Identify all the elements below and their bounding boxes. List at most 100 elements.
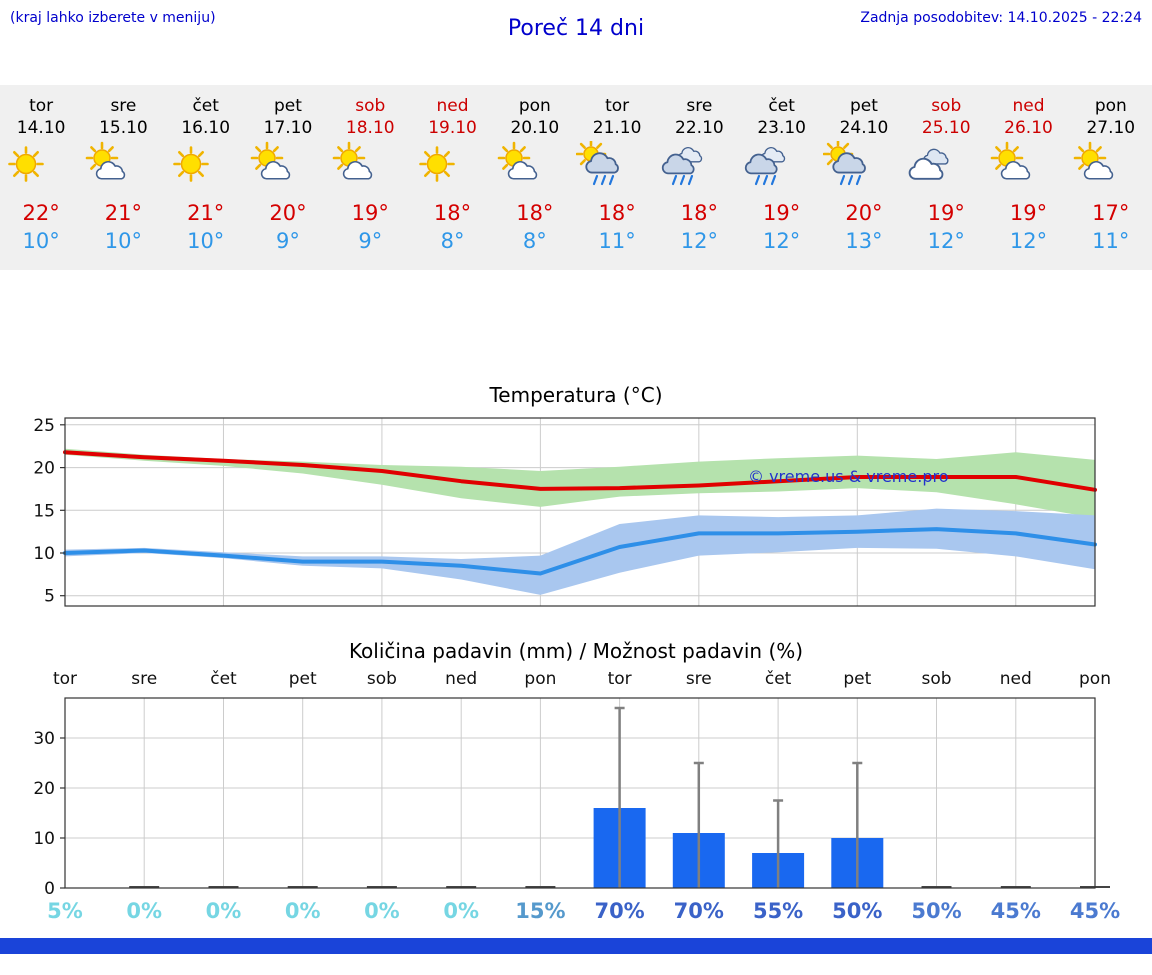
svg-text:0%: 0% (364, 899, 400, 923)
svg-text:5%: 5% (47, 899, 83, 923)
svg-text:sre: sre (131, 669, 157, 689)
y-axis-labels: 0 10 20 30 (33, 729, 65, 899)
last-updated: Zadnja posodobitev: 14.10.2025 - 22:24 (860, 10, 1142, 26)
day-name: ned (436, 96, 469, 116)
day-date: 26.10 (1004, 118, 1053, 138)
precip-bar-trace (208, 886, 239, 888)
low-temp: 8° (440, 229, 465, 253)
precip-bar-trace (921, 886, 952, 888)
day-name: sob (931, 96, 962, 116)
day-date: 15.10 (99, 118, 148, 138)
day-column[interactable]: sob 18.10 19° 9° (329, 95, 411, 270)
day-name: sob (355, 96, 386, 116)
svg-text:0%: 0% (443, 899, 479, 923)
y-axis-labels: 5 10 15 20 25 (33, 416, 65, 607)
svg-text:45%: 45% (991, 899, 1041, 923)
weather-icon (411, 141, 493, 195)
weather-page: (kraj lahko izberete v meniju) Poreč 14 … (0, 10, 1152, 954)
day-date: 16.10 (181, 118, 231, 138)
low-temp: 12° (680, 229, 718, 253)
day-column[interactable]: čet 16.10 21° 10° (165, 95, 247, 270)
low-temp: 13° (845, 229, 883, 253)
plot-background (65, 698, 1095, 888)
day-date: 21.10 (592, 118, 642, 138)
svg-text:70%: 70% (594, 899, 644, 923)
svg-text:sob: sob (367, 669, 397, 689)
svg-text:10: 10 (33, 829, 55, 849)
rain-icon (744, 147, 785, 186)
svg-text:pon: pon (1079, 669, 1111, 689)
plot-border (64, 417, 1096, 607)
weather-icon (822, 141, 905, 195)
high-temp: 19° (927, 201, 965, 225)
day-column[interactable]: sob 25.10 19° 12° (905, 95, 987, 270)
high-temp: 18° (516, 201, 554, 225)
low-temp: 12° (927, 229, 965, 253)
day-date: 27.10 (1086, 118, 1136, 138)
day-column[interactable]: pon 20.10 18° 8° (494, 95, 576, 270)
footer-bar (0, 938, 1152, 954)
precipitation-chart-svg: tor sre čet pet sob ned pon tor sre čet pet sob ned p… (33, 669, 1120, 923)
partly-icon (991, 141, 1031, 180)
day-date: 25.10 (921, 118, 971, 138)
day-column[interactable]: čet 23.10 19° 12° (741, 95, 823, 270)
day-column[interactable]: ned 26.10 19° 12° (987, 95, 1069, 270)
menu-note[interactable]: (kraj lahko izberete v meniju) (10, 10, 216, 26)
plot-border (64, 697, 1096, 889)
low-temp: 10° (104, 229, 143, 253)
svg-text:čet: čet (765, 669, 792, 689)
svg-text:0%: 0% (126, 899, 162, 923)
svg-text:tor: tor (608, 669, 632, 689)
day-column[interactable]: tor 14.10 22° 10° (0, 95, 82, 270)
svg-text:pet: pet (289, 669, 317, 689)
svg-text:ned: ned (1000, 669, 1032, 689)
day-column[interactable]: sre 15.10 21° 10° (82, 95, 164, 270)
high-temp: 17° (1092, 201, 1130, 225)
precip-whiskers (614, 706, 863, 888)
svg-text:55%: 55% (753, 899, 803, 923)
day-column[interactable]: sre 22.10 18° 12° (658, 95, 740, 270)
day-name: čet (768, 96, 795, 116)
rain-sun-icon (575, 141, 619, 186)
svg-text:0%: 0% (285, 899, 321, 923)
page-title: Poreč 14 dni (507, 16, 645, 41)
precip-bar-trace (1000, 886, 1031, 888)
weather-icon (741, 141, 823, 195)
weather-icon (987, 141, 1069, 195)
svg-text:pet: pet (843, 669, 871, 689)
day-column[interactable]: pet 17.10 20° 9° (247, 95, 329, 270)
day-name: tor (605, 96, 630, 116)
high-temp: 18° (598, 201, 636, 225)
high-temp: 20° (269, 201, 307, 225)
precip-bar-trace (446, 886, 477, 888)
partly-icon (1073, 141, 1113, 180)
day-column[interactable]: ned 19.10 18° 8° (411, 95, 493, 270)
day-column[interactable]: tor 21.10 18° 11° (575, 95, 658, 270)
low-temp: 10° (187, 229, 225, 253)
low-temp: 10° (22, 229, 60, 253)
svg-text:50%: 50% (911, 899, 961, 923)
svg-text:45%: 45% (1070, 899, 1120, 923)
watermark[interactable]: © vreme.us & vreme.pro (748, 467, 949, 486)
day-labels: tor sre čet pet sob ned pon tor sre čet pet sob ned p… (53, 669, 1111, 689)
high-temp: 22° (22, 201, 60, 225)
sunny-icon (8, 146, 44, 182)
day-column[interactable]: pon 27.10 17° 11° (1070, 95, 1152, 270)
day-date: 23.10 (757, 118, 806, 138)
forecast-strip: tor 14.10 22° 10° sre 15.10 21° 10° čet 16.10 21° 1… (0, 85, 1152, 270)
low-temp: 9° (358, 229, 383, 253)
temperature-chart-svg: 5 10 15 20 25 © vreme.us & vreme.pro (33, 416, 1097, 607)
weather-icon (658, 141, 740, 195)
low-temp: 9° (276, 229, 300, 253)
day-date: 17.10 (263, 118, 313, 138)
day-date: 20.10 (510, 118, 560, 138)
high-temp: 19° (351, 201, 389, 225)
temperature-chart: 5 10 15 20 25 © vreme.us & vreme.pro (0, 408, 1152, 620)
high-temp: 18° (680, 201, 718, 225)
low-temp: 12° (1009, 229, 1048, 253)
high-temp: 19° (763, 201, 801, 225)
day-column[interactable]: pet 24.10 20° 13° (822, 95, 905, 270)
max-temp-line (63, 450, 1097, 492)
day-date: 14.10 (16, 118, 66, 138)
svg-text:0%: 0% (206, 899, 242, 923)
